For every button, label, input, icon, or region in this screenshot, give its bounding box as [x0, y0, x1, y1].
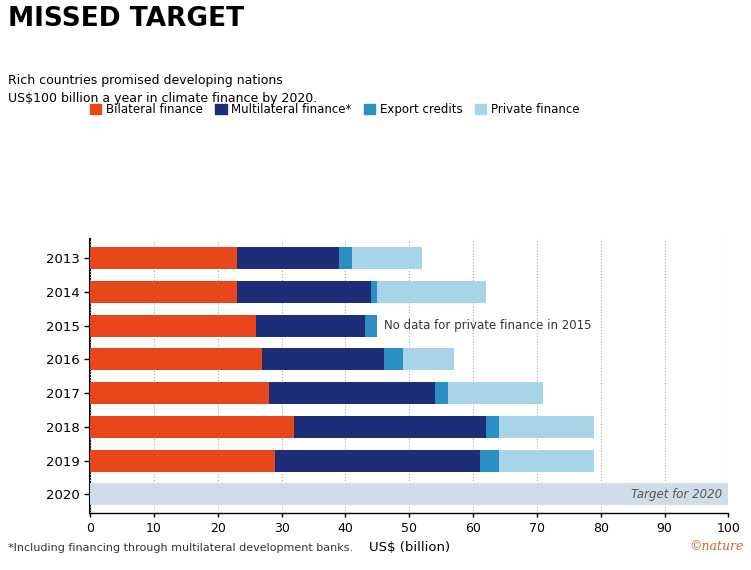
Bar [448, 382, 544, 404]
Bar [90, 450, 276, 471]
Bar [384, 348, 403, 370]
Bar [90, 315, 256, 336]
Text: Rich countries promised developing nations
US$100 billion a year in climate fina: Rich countries promised developing natio… [8, 74, 317, 105]
Bar [90, 281, 237, 303]
Bar [339, 247, 351, 269]
Bar [237, 281, 371, 303]
Bar [263, 348, 384, 370]
Bar [269, 382, 435, 404]
Bar [276, 450, 480, 471]
Bar [294, 416, 486, 438]
Bar [351, 247, 422, 269]
Legend: Bilateral finance, Multilateral finance*, Export credits, Private finance: Bilateral finance, Multilateral finance*… [89, 103, 580, 116]
Bar [90, 416, 294, 438]
Text: *Including financing through multilateral development banks.: *Including financing through multilatera… [8, 543, 353, 553]
Text: Target for 2020: Target for 2020 [631, 488, 722, 501]
Bar [378, 281, 486, 303]
Bar [403, 348, 454, 370]
Bar [90, 348, 263, 370]
Text: No data for private finance in 2015: No data for private finance in 2015 [384, 319, 591, 332]
Text: MISSED TARGET: MISSED TARGET [8, 6, 243, 32]
X-axis label: US$ (billion): US$ (billion) [369, 540, 450, 553]
Bar [486, 416, 499, 438]
Bar [365, 315, 378, 336]
Text: ©nature: ©nature [689, 540, 743, 553]
Bar [90, 247, 237, 269]
Bar [237, 247, 339, 269]
Bar [90, 382, 269, 404]
Bar [435, 382, 448, 404]
Bar [90, 483, 728, 506]
Bar [499, 450, 595, 471]
Bar [371, 281, 378, 303]
Bar [480, 450, 499, 471]
Bar [499, 416, 595, 438]
Bar [256, 315, 365, 336]
